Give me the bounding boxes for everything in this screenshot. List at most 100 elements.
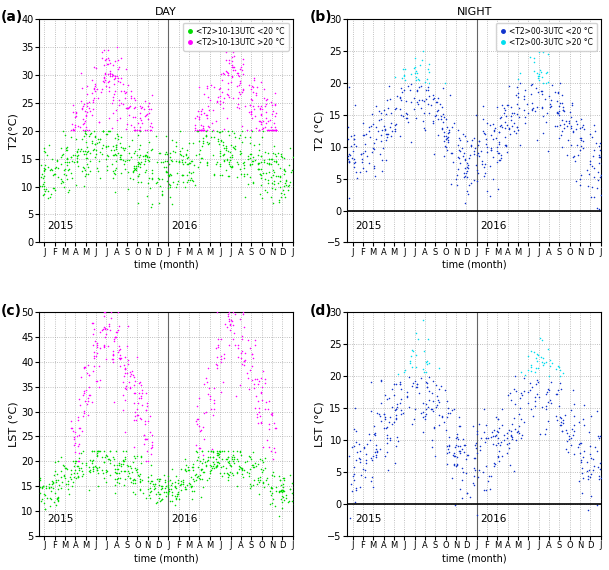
Point [94, 117, 104, 127]
Point [84, 390, 94, 399]
Point [136, 157, 146, 166]
Point [358, 118, 368, 127]
Point [292, 180, 301, 189]
Point [449, 459, 459, 469]
Point [488, 431, 498, 440]
Point [255, 116, 264, 125]
Point [194, 125, 203, 135]
Point [445, 91, 455, 100]
Point [96, 87, 105, 96]
Point [85, 149, 94, 158]
Point [574, 477, 584, 486]
Point [100, 154, 110, 164]
Point [530, 348, 540, 357]
Point [198, 483, 208, 492]
Point [136, 391, 146, 400]
Point [219, 150, 228, 160]
Point [130, 463, 139, 473]
Point [432, 381, 442, 390]
Point [164, 160, 174, 169]
Point [133, 131, 143, 140]
Point [511, 387, 521, 396]
Point [228, 308, 238, 317]
Point [137, 475, 147, 484]
Point [407, 345, 417, 354]
Point [223, 311, 233, 320]
Point [382, 395, 392, 404]
Point [219, 377, 228, 386]
Point [42, 493, 52, 502]
Point [136, 380, 146, 389]
Point [414, 388, 424, 397]
Point [223, 470, 233, 479]
Point [448, 450, 457, 459]
Point [157, 484, 166, 494]
Point [270, 99, 280, 108]
Point [598, 477, 608, 486]
Point [474, 137, 484, 146]
Point [269, 443, 279, 453]
Point [62, 175, 72, 184]
Point [120, 428, 130, 437]
Point [416, 82, 426, 91]
Point [113, 76, 122, 86]
Point [596, 170, 606, 180]
Point [260, 463, 270, 473]
Point [482, 147, 492, 156]
Point [105, 72, 114, 81]
Point [426, 100, 436, 109]
Point [132, 467, 141, 477]
Point [582, 466, 591, 475]
Point [141, 406, 150, 415]
Point [438, 136, 448, 145]
Point [390, 127, 400, 136]
Point [597, 150, 607, 160]
Point [161, 131, 171, 140]
Point [214, 453, 224, 462]
Point [541, 117, 551, 126]
Point [593, 462, 603, 471]
Point [471, 160, 481, 169]
Point [403, 113, 412, 123]
Point [92, 139, 102, 148]
Point [496, 150, 506, 159]
Point [419, 108, 429, 117]
Point [442, 146, 452, 155]
Point [116, 355, 125, 364]
Point [184, 158, 194, 168]
Point [164, 172, 174, 181]
Point [190, 471, 200, 480]
Point [199, 136, 208, 145]
Point [447, 123, 457, 132]
Point [66, 125, 76, 135]
Point [355, 454, 365, 463]
Point [247, 107, 256, 116]
Point [81, 153, 91, 162]
Point [251, 88, 261, 97]
Point [230, 145, 239, 154]
Point [199, 121, 208, 131]
Point [490, 124, 500, 133]
Point [118, 156, 128, 165]
Point [79, 470, 88, 479]
Point [382, 95, 392, 104]
Point [449, 118, 459, 127]
Point [167, 178, 177, 187]
Point [229, 128, 239, 137]
Point [569, 426, 579, 435]
Point [497, 101, 507, 110]
Point [119, 481, 129, 490]
Point [78, 101, 88, 111]
Point [114, 96, 124, 105]
Point [376, 376, 386, 385]
Point [136, 477, 146, 486]
Point [393, 369, 403, 378]
Point [229, 51, 239, 60]
Point [57, 478, 67, 487]
Point [217, 447, 227, 456]
Point [233, 340, 243, 349]
Point [134, 145, 144, 154]
Point [254, 125, 264, 135]
Point [120, 143, 130, 152]
Point [523, 99, 532, 108]
